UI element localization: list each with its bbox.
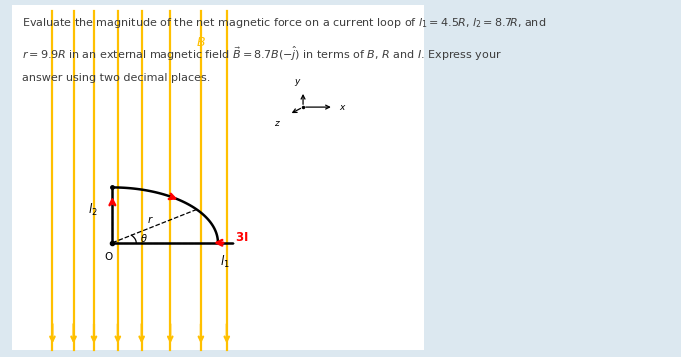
Text: $r$: $r$	[147, 213, 154, 225]
Text: Evaluate the magnitude of the net magnetic force on a current loop of $l_1 = 4.5: Evaluate the magnitude of the net magnet…	[22, 16, 546, 30]
Text: $\mathit{y}$: $\mathit{y}$	[294, 77, 302, 88]
Text: $\theta$: $\theta$	[140, 232, 148, 245]
Text: answer using two decimal places.: answer using two decimal places.	[22, 73, 210, 83]
Text: O: O	[105, 252, 113, 262]
Bar	[17, 259, 106, 348]
Text: $\mathit{B}$: $\mathit{B}$	[196, 36, 206, 49]
FancyBboxPatch shape	[9, 4, 673, 352]
Text: $l_1$: $l_1$	[220, 254, 229, 271]
FancyBboxPatch shape	[12, 5, 424, 350]
Text: $l_2$: $l_2$	[89, 201, 98, 218]
Text: $\mathbf{3I}$: $\mathbf{3I}$	[235, 231, 249, 244]
Text: $\mathit{z}$: $\mathit{z}$	[274, 119, 281, 127]
Text: $r = 9.9R$ in an external magnetic field $\vec{B} = 8.7B(-\hat{j})$ in terms of : $r = 9.9R$ in an external magnetic field…	[22, 45, 501, 63]
Text: $\mathit{x}$: $\mathit{x}$	[339, 102, 347, 112]
